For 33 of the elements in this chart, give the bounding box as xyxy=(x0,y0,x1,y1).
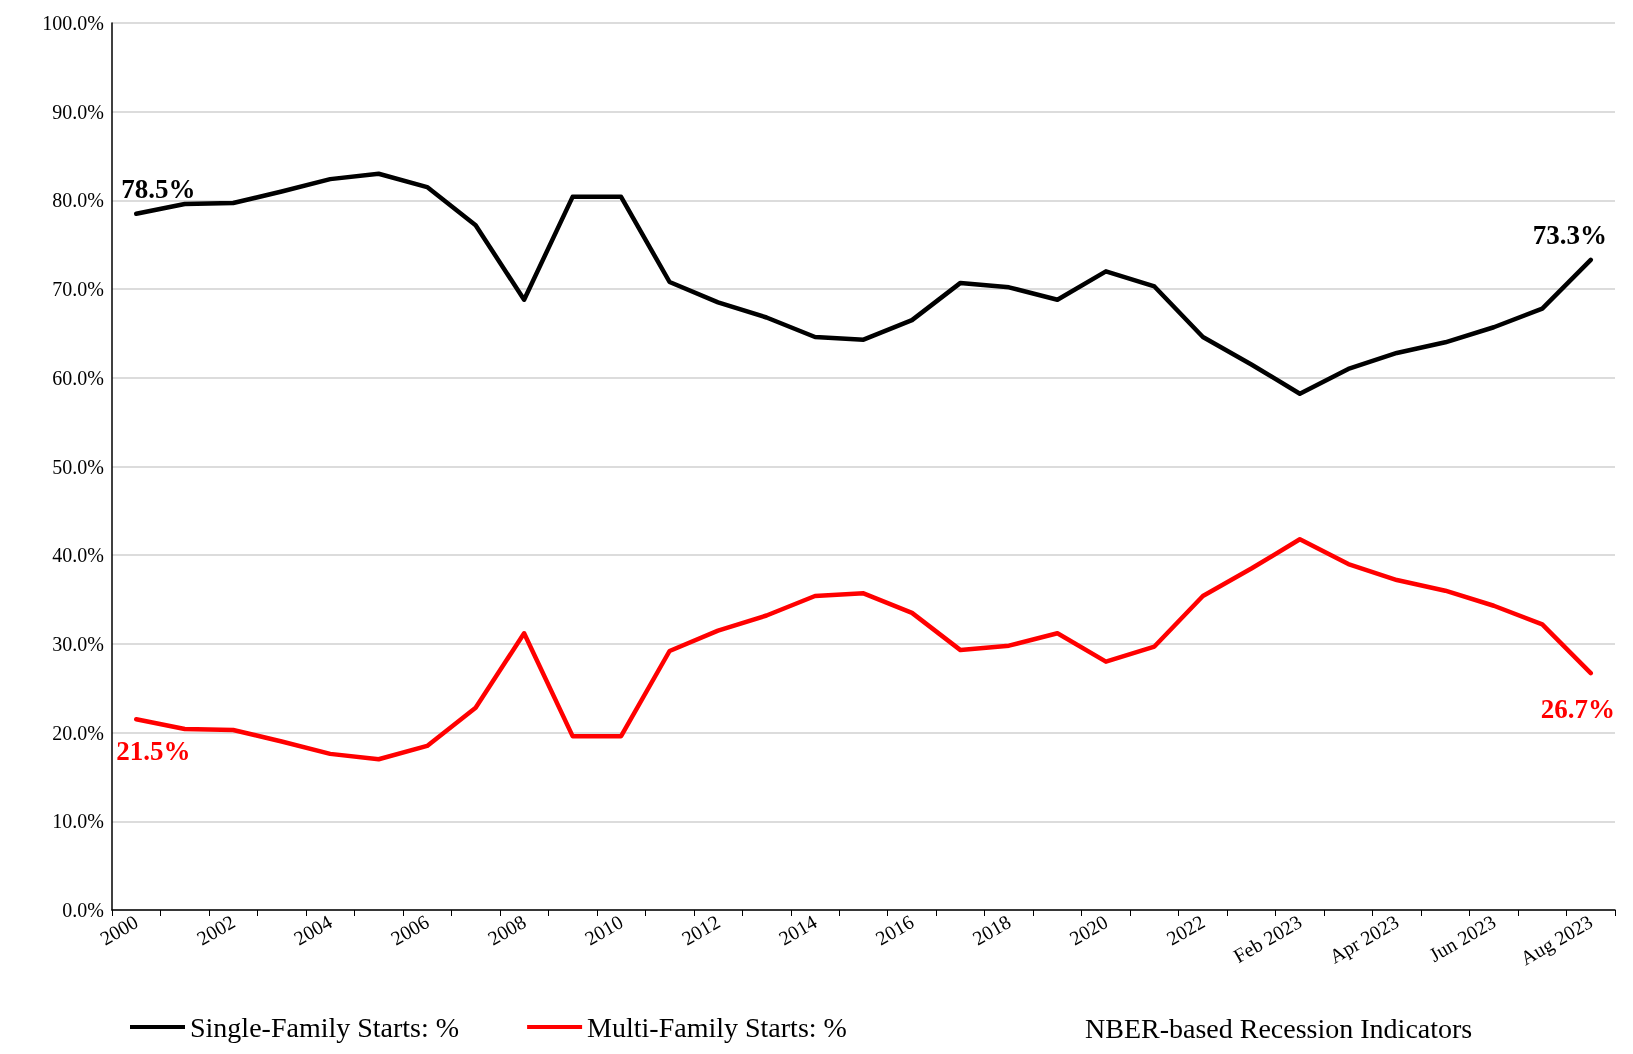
y-tick-label: 20.0% xyxy=(52,721,104,744)
x-tick-label: 2014 xyxy=(774,910,821,950)
legend-label: Single-Family Starts: % xyxy=(190,1011,460,1043)
y-tick-label: 50.0% xyxy=(52,455,104,478)
x-tick-label: 2016 xyxy=(871,910,918,950)
x-tick-label: 2018 xyxy=(968,910,1015,950)
x-tick-label: 2020 xyxy=(1065,910,1112,950)
y-tick-label: 30.0% xyxy=(52,632,104,655)
text: NBER-based Recession Indicators xyxy=(1085,1012,1473,1044)
x-tick-label: 2002 xyxy=(193,910,239,950)
data-label: 73.3% xyxy=(1532,220,1608,251)
data-label: 26.7% xyxy=(1540,693,1616,724)
y-tick-label: 90.0% xyxy=(52,100,104,123)
x-tick-label: 2008 xyxy=(484,910,530,950)
y-tick-label: 100.0% xyxy=(42,12,104,34)
legend-label: Multi-Family Starts: % xyxy=(587,1011,847,1043)
x-tick-label: Aug 2023 xyxy=(1516,910,1597,971)
x-tick-label: Apr 2023 xyxy=(1325,910,1403,969)
y-tick-label: 0.0% xyxy=(62,899,104,921)
x-tick-label: 2010 xyxy=(580,910,627,950)
x-tick-label: 2012 xyxy=(677,910,724,950)
x-tick-label: Jun 2023 xyxy=(1425,910,1500,966)
x-tick-label: 2004 xyxy=(290,910,336,950)
x-tick-label: 2022 xyxy=(1162,910,1209,950)
y-tick-label: 70.0% xyxy=(52,278,104,301)
data-label: 78.5% xyxy=(121,174,196,205)
y-tick-label: 60.0% xyxy=(52,366,104,389)
data-label: 21.5% xyxy=(116,735,191,766)
y-tick-label: 10.0% xyxy=(52,810,104,833)
y-tick-label: 40.0% xyxy=(52,544,104,567)
x-tick-label: 2006 xyxy=(387,910,433,950)
x-tick-label: Feb 2023 xyxy=(1229,910,1306,967)
y-tick-label: 80.0% xyxy=(52,189,104,212)
